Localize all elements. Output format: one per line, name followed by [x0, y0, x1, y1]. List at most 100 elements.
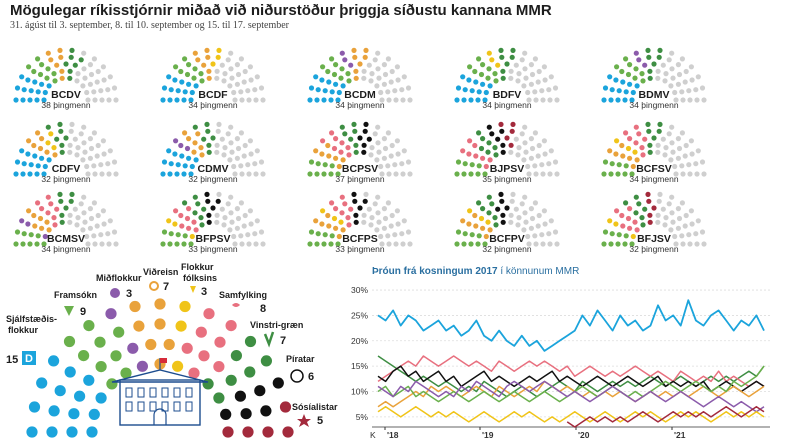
seat-dot: [400, 171, 406, 177]
seat-dot: [13, 97, 19, 103]
seat-dot: [389, 68, 395, 75]
seat-dot: [639, 71, 645, 77]
seat-dot: [246, 171, 252, 177]
seat-dot: [469, 232, 475, 238]
seat-dot: [485, 75, 491, 81]
seat-dot: [20, 171, 26, 177]
seat-dot: [252, 87, 258, 93]
seat-dot: [45, 194, 51, 200]
seat-dot: [540, 171, 546, 177]
seat-dot: [87, 206, 93, 212]
seat-dot: [184, 215, 191, 222]
seat-dot: [39, 81, 45, 87]
seat-dot: [630, 233, 636, 240]
y-tick-label: 20%: [351, 336, 368, 346]
seat-dot: [480, 62, 486, 68]
seat-dot: [662, 152, 668, 158]
seat-dot: [660, 136, 666, 142]
seat-dot: [84, 163, 90, 170]
seat-dot: [375, 50, 381, 56]
seat-dot: [95, 142, 101, 149]
seat-dot: [242, 212, 248, 219]
seat-dot: [87, 155, 93, 161]
seat-dot: [363, 191, 369, 197]
seat-dot: [499, 198, 505, 204]
seat-dot: [475, 241, 481, 247]
seat-dot: [676, 215, 683, 222]
seat-dot: [19, 74, 25, 80]
seat-dot: [609, 161, 615, 167]
seat-dot: [86, 426, 98, 438]
coalition-seats: 32 þingmenn: [629, 244, 678, 254]
seat-dot: [105, 87, 111, 93]
seat-dot: [333, 206, 339, 212]
seat-dot: [683, 212, 689, 219]
seat-dot: [469, 162, 475, 168]
seat-dot: [523, 75, 529, 81]
seat-dot: [375, 140, 381, 146]
seat-dot: [342, 57, 348, 63]
seat-dot: [74, 390, 86, 402]
seat-dot: [329, 56, 335, 62]
seat-dot: [26, 64, 32, 70]
seat-dot: [489, 201, 495, 207]
seat-dot: [688, 64, 695, 70]
seat-dot: [37, 145, 44, 152]
seat-dot: [478, 215, 485, 222]
seat-dot: [615, 97, 621, 103]
seat-dot: [662, 222, 668, 228]
seat-dot: [647, 75, 653, 81]
seat-dot: [228, 210, 234, 216]
seat-dot: [225, 131, 231, 137]
seat-dot: [375, 66, 381, 72]
seat-dot: [636, 57, 642, 63]
seat-dot: [339, 210, 345, 216]
seat-dot: [322, 162, 328, 168]
seat-dot: [34, 97, 40, 103]
seat-dot: [319, 77, 325, 83]
seat-dot: [385, 89, 391, 95]
seat-dot: [59, 68, 65, 74]
seat-dot: [260, 405, 272, 417]
seat-dot: [693, 231, 699, 237]
party-label-C: Viðreisn 7: [143, 267, 178, 293]
seat-dot: [382, 215, 389, 222]
seat-dot: [632, 219, 638, 225]
seat-dot: [533, 241, 539, 247]
seat-dot: [191, 149, 197, 155]
seat-dot: [199, 222, 205, 228]
seat-dot: [352, 54, 358, 60]
seat-dot: [81, 210, 87, 216]
seat-dot: [362, 54, 368, 60]
seat-dot: [521, 227, 527, 233]
seat-dot: [619, 212, 625, 219]
seat-dot: [651, 205, 657, 211]
seat-dot: [258, 229, 265, 235]
seat-dot: [625, 71, 632, 78]
seat-dot: [645, 121, 651, 127]
coalition-seats: 34 þingmenn: [482, 100, 531, 110]
seat-dot: [75, 145, 81, 151]
y-tick-label: 15%: [351, 361, 368, 371]
seat-dot: [67, 212, 73, 218]
coalition-seats: 35 þingmenn: [482, 174, 531, 184]
seat-dot: [32, 79, 38, 85]
seat-dot: [222, 426, 234, 438]
seat-dot: [234, 136, 240, 142]
seat-dot: [133, 320, 145, 332]
seat-dot: [615, 171, 621, 177]
seat-dot: [232, 241, 238, 247]
seat-dot: [508, 149, 514, 155]
seat-dot: [242, 68, 248, 75]
party-name: Sjálfstæðis-: [6, 314, 57, 324]
seat-dot: [27, 171, 33, 177]
seat-dot: [651, 61, 657, 67]
seat-dot: [113, 171, 119, 177]
seat-dot: [699, 159, 706, 165]
seat-dot: [614, 138, 620, 144]
seat-dot: [253, 241, 259, 247]
seat-dot: [195, 326, 207, 338]
seat-dot: [172, 221, 178, 227]
seat-dot: [542, 221, 548, 227]
seat-dot: [500, 219, 506, 225]
